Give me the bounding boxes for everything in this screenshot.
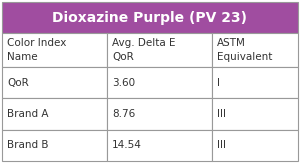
Bar xyxy=(212,98,298,130)
Bar xyxy=(2,130,107,161)
Bar xyxy=(2,33,107,67)
Text: 8.76: 8.76 xyxy=(112,109,135,119)
Bar xyxy=(2,98,107,130)
Text: I: I xyxy=(217,78,220,88)
Bar xyxy=(107,130,212,161)
Bar xyxy=(2,2,298,33)
Bar xyxy=(2,67,107,98)
Text: III: III xyxy=(217,109,226,119)
Text: Brand B: Brand B xyxy=(7,140,49,150)
Bar xyxy=(212,67,298,98)
Text: ASTM
Equivalent: ASTM Equivalent xyxy=(217,38,272,62)
Bar xyxy=(107,67,212,98)
Text: QoR: QoR xyxy=(7,78,29,88)
Text: 3.60: 3.60 xyxy=(112,78,135,88)
Bar xyxy=(107,98,212,130)
Bar xyxy=(107,33,212,67)
Bar xyxy=(212,130,298,161)
Text: Dioxazine Purple (PV 23): Dioxazine Purple (PV 23) xyxy=(52,10,247,24)
Bar xyxy=(212,33,298,67)
Text: Color Index
Name: Color Index Name xyxy=(7,38,66,62)
Text: III: III xyxy=(217,140,226,150)
Text: Brand A: Brand A xyxy=(7,109,49,119)
Text: Avg. Delta E
QoR: Avg. Delta E QoR xyxy=(112,38,176,62)
Text: 14.54: 14.54 xyxy=(112,140,142,150)
